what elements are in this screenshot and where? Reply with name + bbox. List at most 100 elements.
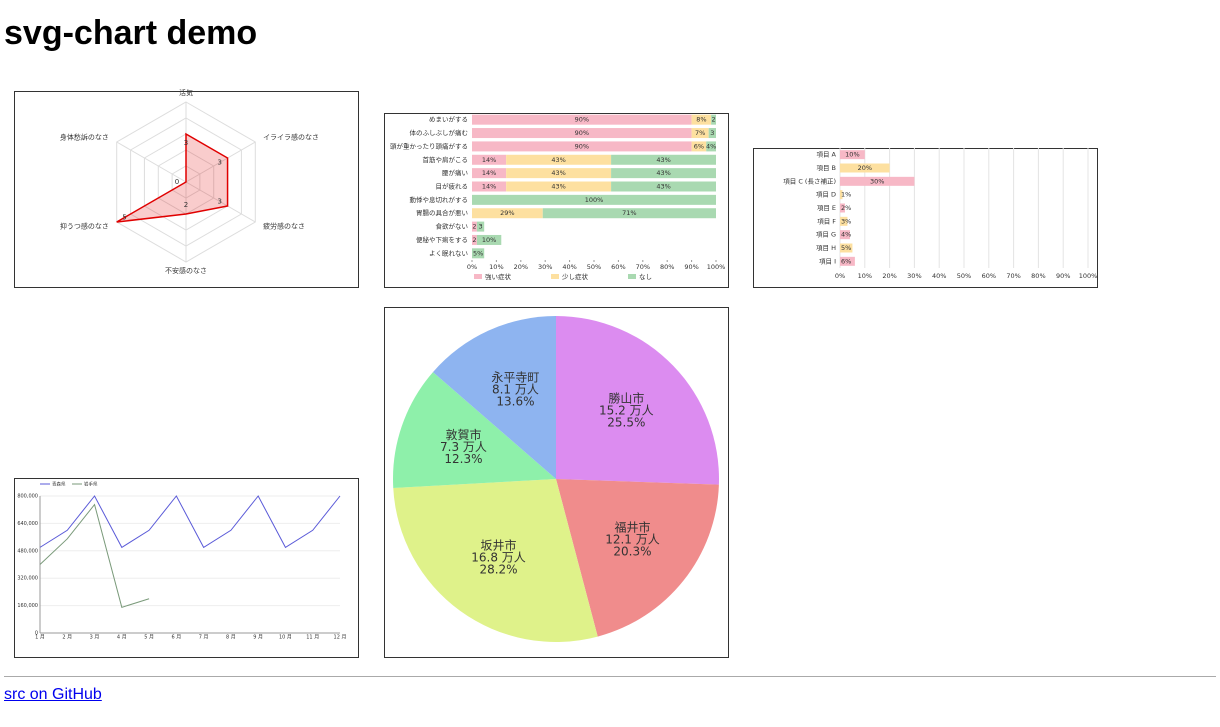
x-tick-label: 70% [1006, 272, 1020, 280]
x-tick-label: 90% [684, 263, 698, 271]
value-label: 5 [122, 214, 126, 222]
value-label: 90% [575, 142, 589, 150]
x-tick-label: 100% [1079, 272, 1098, 280]
legend-swatch [474, 274, 482, 279]
legend-label: なし [639, 273, 652, 281]
bar-segment [691, 114, 712, 125]
value-label: 1% [841, 191, 851, 199]
bar-segment [506, 154, 612, 165]
bar-segment [506, 168, 612, 179]
value-label: 20% [858, 164, 872, 172]
x-tick-label: 5 月 [144, 635, 154, 641]
y-tick-label: 800,000 [17, 494, 38, 500]
value-label: 43% [656, 156, 670, 164]
category-label: 体のふしぶしが痛む [410, 128, 469, 137]
bar [840, 150, 865, 160]
bar [840, 203, 845, 213]
legend-label: 少し症状 [562, 272, 589, 281]
x-tick-label: 60% [611, 263, 625, 271]
legend-label: 強い症状 [485, 272, 512, 281]
axis-label: 不安感のなさ [165, 266, 207, 275]
slice-percent: 20.3% [613, 544, 651, 558]
slice-name: 坂井市 [481, 538, 517, 553]
value-label: 6% [841, 257, 851, 265]
y-tick-label: 0 [35, 631, 38, 637]
value-label: 2 [472, 223, 476, 231]
x-tick-label: 11 月 [306, 635, 319, 641]
value-label: 43% [551, 183, 565, 191]
slice-percent: 13.6% [496, 395, 534, 409]
page-title: svg-chart demo [4, 14, 258, 52]
bar [840, 216, 848, 226]
category-label: 動悸や息切れがする [410, 195, 469, 204]
bar-segment [611, 181, 716, 192]
value-label: 7% [695, 129, 705, 137]
y-tick-label: 640,000 [17, 521, 38, 527]
x-tick-label: 60% [982, 272, 996, 280]
value-label: 2 [472, 236, 476, 244]
y-tick-label: 320,000 [17, 576, 38, 582]
bar-segment [711, 114, 716, 125]
value-label: 71% [622, 209, 636, 217]
slice-percent: 25.5% [607, 416, 645, 430]
chart-frame [14, 478, 359, 658]
value-label: 5% [473, 249, 483, 257]
value-label: 43% [551, 169, 565, 177]
y-tick-label: 480,000 [17, 548, 38, 554]
axis-label: 活気 [179, 88, 193, 97]
bar-segment [472, 141, 692, 152]
value-label: 4% [841, 231, 851, 239]
x-tick-label: 4 月 [117, 635, 127, 641]
value-label: 2 [184, 201, 188, 209]
github-link[interactable]: src on GitHub [4, 686, 102, 703]
category-label: 便秘や下痢をする [416, 235, 468, 244]
value-label: 6% [694, 142, 704, 150]
pie-slice [556, 316, 719, 485]
x-tick-label: 80% [1031, 272, 1045, 280]
radar-area [116, 132, 229, 223]
value-label: 43% [656, 183, 670, 191]
slice-percent: 12.3% [444, 452, 482, 466]
x-tick-label: 50% [957, 272, 971, 280]
x-tick-label: 100% [707, 263, 726, 271]
bar-segment [472, 114, 692, 125]
value-label: 3 [218, 198, 222, 206]
bar-segment [611, 154, 716, 165]
bar-segment [472, 208, 543, 219]
value-label: 14% [482, 169, 496, 177]
bar-segment [472, 234, 477, 245]
category-label: よく眠れない [429, 249, 468, 257]
bar-segment [708, 128, 716, 139]
bar [840, 190, 843, 200]
value-label: 30% [870, 177, 884, 185]
value-label: 3 [710, 129, 714, 137]
line-series [39, 495, 341, 549]
x-tick-label: 40% [932, 272, 946, 280]
x-tick-label: 90% [1056, 272, 1070, 280]
value-label: 90% [575, 116, 589, 124]
category-label: 目が疲れる [436, 182, 469, 191]
x-tick-label: 6 月 [171, 635, 181, 641]
slice-value: 8.1 万人 [492, 383, 539, 397]
bar-segment [476, 221, 485, 232]
value-label: 3 [184, 139, 188, 147]
slice-percent: 28.2% [479, 563, 517, 577]
chart-frame [753, 148, 1098, 288]
slice-name: 永平寺町 [491, 371, 539, 385]
x-tick-label: 7 月 [199, 635, 209, 641]
x-tick-label: 12 月 [334, 635, 347, 641]
radar-spoke [185, 181, 256, 223]
slice-value: 12.1 万人 [605, 532, 660, 546]
value-label: 29% [500, 209, 514, 217]
x-tick-label: 8 月 [226, 635, 236, 641]
value-label: 3 [478, 223, 482, 231]
axis-label: 抑うつ感のなさ [60, 222, 109, 231]
x-tick-label: 80% [660, 263, 674, 271]
value-label: 8% [696, 116, 706, 124]
bar [840, 163, 890, 173]
value-label: 43% [656, 169, 670, 177]
line-series [39, 503, 150, 608]
category-label: めまいがする [429, 115, 468, 124]
